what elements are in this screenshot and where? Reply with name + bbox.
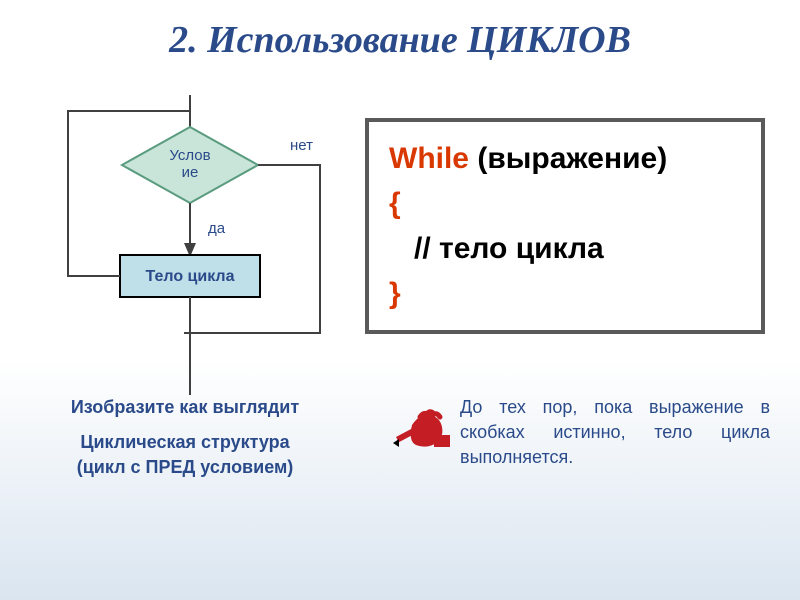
writing-hand-icon bbox=[390, 395, 452, 462]
loop-body-text: Тело цикла bbox=[146, 268, 235, 285]
code-open-brace: { bbox=[389, 181, 741, 226]
code-line-1: While (выражение) bbox=[389, 136, 741, 181]
no-label: нет bbox=[290, 137, 313, 154]
caption-left: Изобразите как выглядит Циклическая стру… bbox=[50, 395, 320, 481]
condition-text-2: ие bbox=[182, 164, 199, 181]
while-expr: (выражение) bbox=[469, 142, 667, 175]
code-body-line: // тело цикла bbox=[389, 226, 741, 271]
yes-label: да bbox=[208, 220, 226, 237]
caption-left-line3: (цикл с ПРЕД условием) bbox=[50, 455, 320, 480]
code-close-brace: } bbox=[389, 271, 741, 316]
code-block: While (выражение) { // тело цикла } bbox=[365, 118, 765, 334]
flowchart-diagram: Услов ие да Тело цикла нет bbox=[30, 95, 360, 395]
caption-left-line2: Циклическая структура bbox=[50, 430, 320, 455]
caption-left-line1: Изобразите как выглядит bbox=[50, 395, 320, 420]
caption-right: До тех пор, пока выражение в скобках ист… bbox=[460, 395, 770, 471]
condition-text-1: Услов bbox=[169, 147, 210, 164]
while-keyword: While bbox=[389, 142, 469, 175]
page-title: 2. Использование ЦИКЛОВ bbox=[0, 18, 800, 62]
